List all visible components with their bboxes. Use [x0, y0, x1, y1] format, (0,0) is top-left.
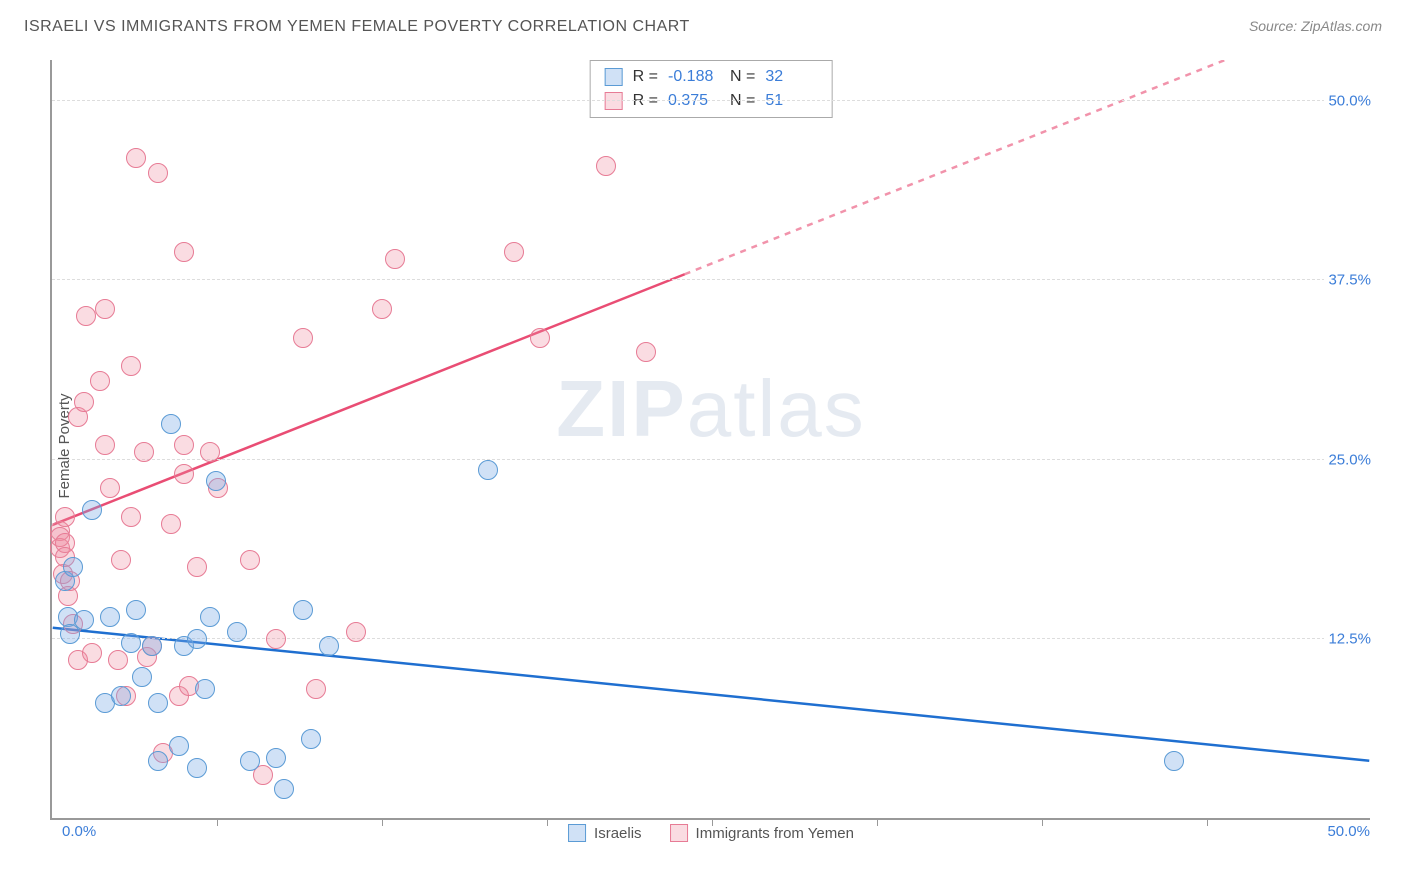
scatter-point	[74, 610, 94, 630]
legend-swatch-1	[670, 824, 688, 842]
scatter-point	[148, 693, 168, 713]
watermark-rest: atlas	[687, 364, 866, 453]
scatter-point	[240, 751, 260, 771]
chart-container: ISRAELI VS IMMIGRANTS FROM YEMEN FEMALE …	[0, 0, 1406, 892]
scatter-point	[161, 414, 181, 434]
gridline	[52, 279, 1370, 280]
scatter-point	[240, 550, 260, 570]
legend-swatch-0	[568, 824, 586, 842]
scatter-point	[111, 686, 131, 706]
scatter-point	[121, 507, 141, 527]
x-tick	[877, 818, 878, 826]
scatter-point	[187, 758, 207, 778]
scatter-point	[90, 371, 110, 391]
scatter-point	[142, 636, 162, 656]
y-tick-label: 25.0%	[1324, 451, 1375, 468]
scatter-point	[126, 600, 146, 620]
x-tick	[1042, 818, 1043, 826]
scatter-point	[195, 679, 215, 699]
scatter-point	[121, 633, 141, 653]
scatter-point	[174, 435, 194, 455]
scatter-point	[111, 550, 131, 570]
scatter-point	[200, 442, 220, 462]
chart-title: ISRAELI VS IMMIGRANTS FROM YEMEN FEMALE …	[24, 18, 690, 36]
scatter-point	[206, 471, 226, 491]
plot-area: ZIPatlas R = -0.188 N = 32 R = 0.375 N =…	[50, 60, 1370, 820]
watermark-bold: ZIP	[556, 364, 686, 453]
gridline	[52, 459, 1370, 460]
stats-legend-box: R = -0.188 N = 32 R = 0.375 N = 51	[590, 60, 833, 118]
scatter-point	[293, 600, 313, 620]
stat-r-label: R =	[633, 65, 658, 89]
watermark: ZIPatlas	[556, 363, 865, 455]
scatter-point	[82, 643, 102, 663]
scatter-point	[148, 163, 168, 183]
scatter-point	[319, 636, 339, 656]
scatter-point	[187, 629, 207, 649]
scatter-point	[95, 435, 115, 455]
scatter-point	[478, 460, 498, 480]
scatter-point	[63, 557, 83, 577]
legend-item-0: Israelis	[568, 824, 642, 842]
scatter-point	[596, 156, 616, 176]
scatter-point	[148, 751, 168, 771]
stat-n-value-0: 32	[765, 65, 817, 89]
source-citation: Source: ZipAtlas.com	[1249, 18, 1382, 34]
stat-n-label: N =	[730, 65, 755, 89]
scatter-point	[372, 299, 392, 319]
x-tick	[547, 818, 548, 826]
gridline	[52, 100, 1370, 101]
scatter-point	[100, 607, 120, 627]
scatter-point	[504, 242, 524, 262]
scatter-point	[55, 507, 75, 527]
legend-label-1: Immigrants from Yemen	[696, 825, 854, 842]
scatter-point	[274, 779, 294, 799]
y-tick-label: 37.5%	[1324, 272, 1375, 289]
x-tick	[712, 818, 713, 826]
scatter-point	[530, 328, 550, 348]
x-axis-max-label: 50.0%	[1327, 823, 1370, 840]
trend-lines	[52, 60, 1370, 818]
scatter-point	[76, 306, 96, 326]
scatter-point	[346, 622, 366, 642]
y-tick-label: 50.0%	[1324, 93, 1375, 110]
x-tick	[217, 818, 218, 826]
stat-r-value-0: -0.188	[668, 65, 720, 89]
stats-row-0: R = -0.188 N = 32	[605, 65, 818, 89]
scatter-point	[74, 392, 94, 412]
x-tick	[382, 818, 383, 826]
swatch-series-0	[605, 68, 623, 86]
scatter-point	[200, 607, 220, 627]
scatter-point	[636, 342, 656, 362]
y-tick-label: 12.5%	[1324, 630, 1375, 647]
scatter-point	[306, 679, 326, 699]
scatter-point	[174, 242, 194, 262]
scatter-point	[301, 729, 321, 749]
scatter-point	[108, 650, 128, 670]
scatter-point	[227, 622, 247, 642]
bottom-legend: Israelis Immigrants from Yemen	[568, 824, 854, 842]
scatter-point	[100, 478, 120, 498]
scatter-point	[187, 557, 207, 577]
scatter-point	[385, 249, 405, 269]
scatter-point	[121, 356, 141, 376]
x-tick	[1207, 818, 1208, 826]
legend-label-0: Israelis	[594, 825, 642, 842]
scatter-point	[266, 748, 286, 768]
scatter-point	[134, 442, 154, 462]
legend-item-1: Immigrants from Yemen	[670, 824, 854, 842]
gridline	[52, 638, 1370, 639]
scatter-point	[126, 148, 146, 168]
scatter-point	[132, 667, 152, 687]
scatter-point	[1164, 751, 1184, 771]
x-axis-min-label: 0.0%	[62, 823, 96, 840]
scatter-point	[293, 328, 313, 348]
scatter-point	[161, 514, 181, 534]
scatter-point	[82, 500, 102, 520]
scatter-point	[169, 736, 189, 756]
scatter-point	[174, 464, 194, 484]
scatter-point	[95, 299, 115, 319]
scatter-point	[266, 629, 286, 649]
